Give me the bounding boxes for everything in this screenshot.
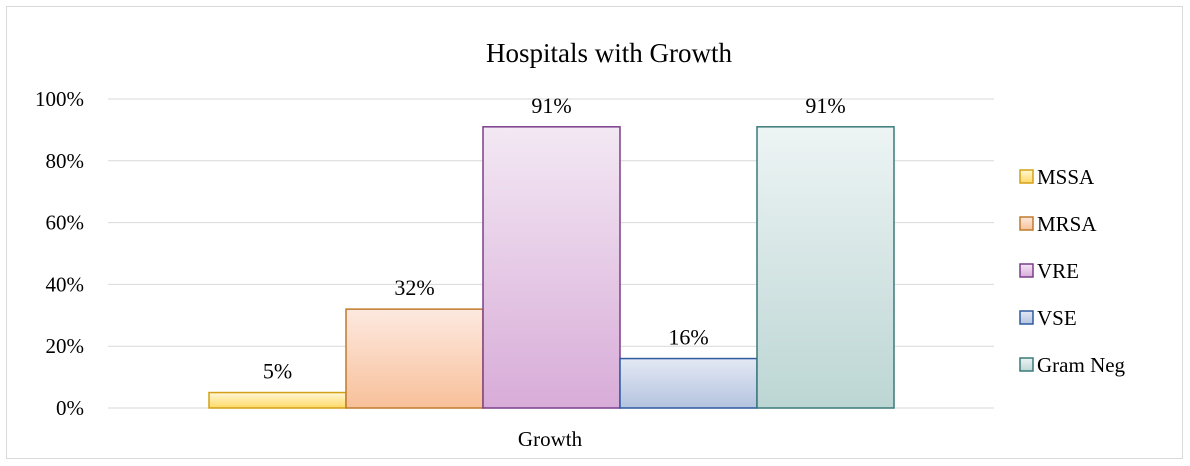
data-label-vse: 16%	[668, 325, 708, 350]
legend-label-mssa: MSSA	[1037, 165, 1095, 189]
data-label-mssa: 5%	[263, 359, 292, 384]
bars	[208, 126, 895, 409]
legend-swatch-gram-neg	[1019, 357, 1034, 372]
y-tick-label: 100%	[35, 87, 84, 111]
data-label-vre: 91%	[531, 93, 571, 118]
bar-vre	[482, 126, 621, 409]
data-label-mrsa: 32%	[394, 275, 434, 300]
y-tick-label: 40%	[46, 272, 85, 296]
legend-swatch-vre	[1019, 263, 1034, 278]
legend-swatch-mssa	[1019, 169, 1034, 184]
legend-label-mrsa: MRSA	[1037, 212, 1097, 236]
legend: MSSA MRSA VRE VSE Gram Neg	[1019, 165, 1126, 377]
bar-gram-neg	[756, 126, 895, 409]
y-axis-ticks: 0% 20% 40% 60% 80% 100%	[35, 87, 84, 420]
legend-swatch-vse	[1019, 310, 1034, 325]
y-tick-label: 60%	[46, 211, 85, 235]
y-tick-label: 20%	[46, 334, 85, 358]
legend-label-gram-neg: Gram Neg	[1037, 353, 1126, 377]
data-labels: 5% 32% 91% 16% 91%	[263, 93, 846, 384]
legend-label-vse: VSE	[1037, 306, 1077, 330]
bar-mssa	[208, 391, 347, 409]
bar-vse	[619, 357, 758, 409]
y-tick-label: 80%	[46, 149, 85, 173]
chart-title: Hospitals with Growth	[486, 38, 732, 68]
bar-mrsa	[345, 308, 484, 409]
legend-label-vre: VRE	[1037, 259, 1079, 283]
data-label-gram-neg: 91%	[805, 93, 845, 118]
legend-swatch-mrsa	[1019, 216, 1034, 231]
y-tick-label: 0%	[56, 396, 84, 420]
x-tick-label-growth: Growth	[518, 427, 583, 451]
